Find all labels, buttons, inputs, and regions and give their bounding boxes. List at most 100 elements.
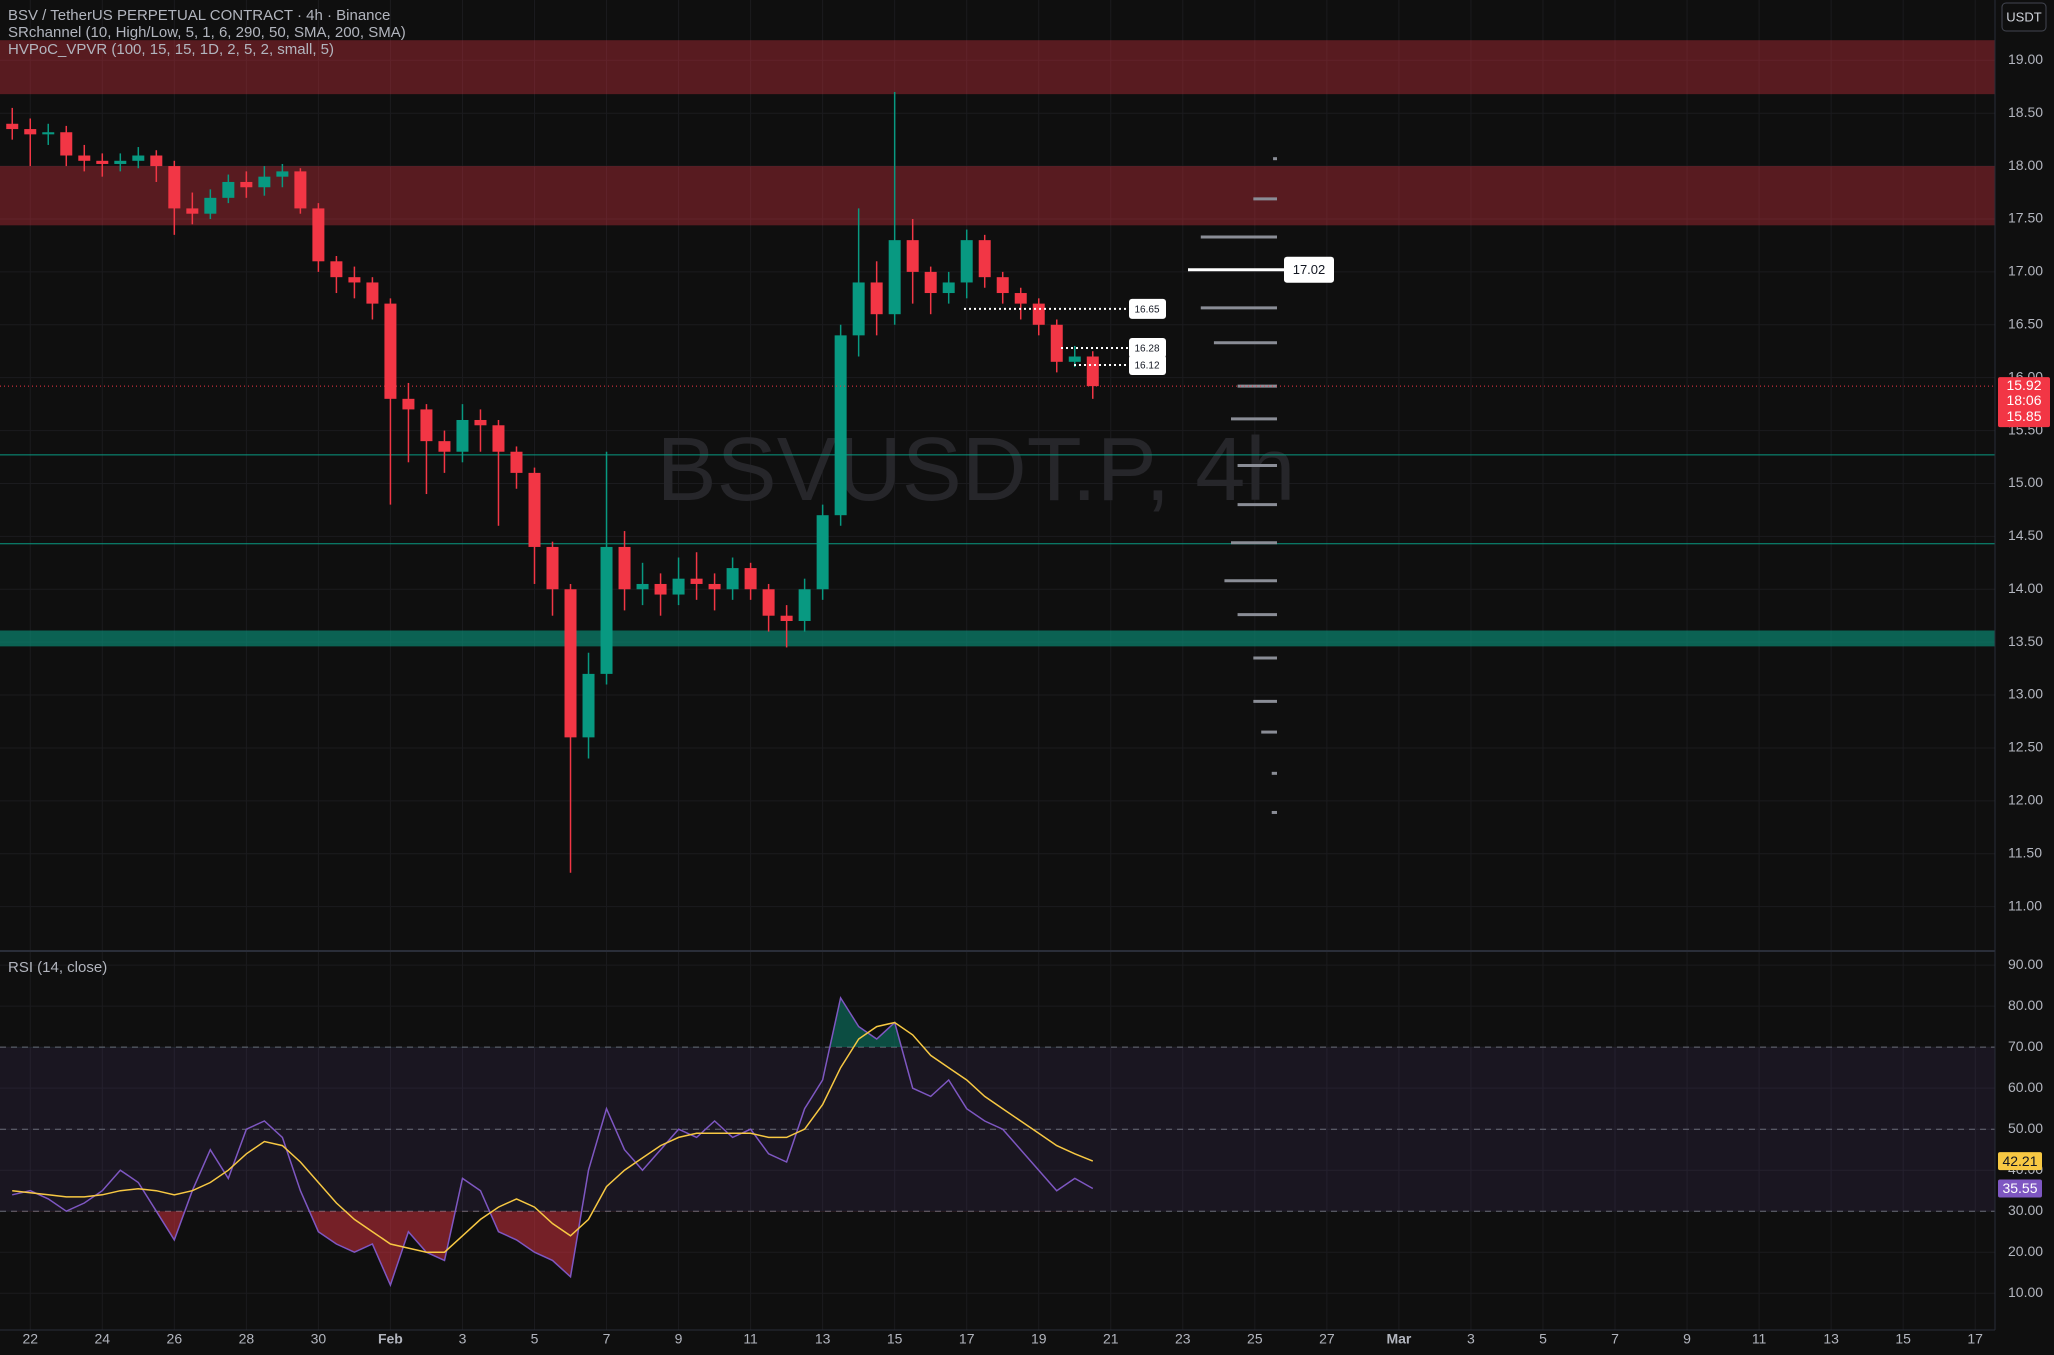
candle-body	[258, 176, 271, 188]
candle-body	[348, 277, 361, 283]
candle-body	[726, 568, 739, 590]
candle-body	[762, 589, 775, 616]
candle-body	[1068, 356, 1081, 362]
candle-body	[816, 515, 829, 590]
candle-body	[654, 583, 667, 595]
candle-body	[132, 155, 145, 161]
candle-body	[474, 419, 487, 426]
last-price-label: 15.92	[2006, 377, 2041, 393]
currency-button-label[interactable]: USDT	[2006, 9, 2041, 24]
y-tick-label: 30.00	[2008, 1202, 2043, 1218]
rsi-value-tag	[1998, 1179, 2042, 1198]
axes: 22 24 26 28 30 Feb 3 5 7 9 11 13 15 17 19 21 23 25 27 Mar 3 5…	[22, 51, 2050, 1347]
y-tick-label: 70.00	[2008, 1038, 2043, 1054]
candle-body	[1032, 303, 1045, 325]
sr-level-label: 16.65	[1134, 305, 1159, 316]
y-tick-label: 20.00	[2008, 1243, 2043, 1259]
x-tick-label: 11	[1752, 1331, 1767, 1347]
y-tick-label: 14.00	[2008, 580, 2043, 596]
y-tick-label: 80.00	[2008, 997, 2043, 1013]
candle-body	[438, 441, 451, 452]
candle-body	[618, 546, 631, 590]
x-tick-label: 26	[167, 1331, 183, 1347]
x-tick-label: 27	[1319, 1331, 1335, 1347]
candle-body	[492, 425, 505, 452]
candle-body	[852, 282, 865, 336]
candle-body	[204, 197, 217, 214]
candle-body	[690, 578, 703, 584]
x-tick-label: 28	[239, 1331, 255, 1347]
main-pane: 17.02 16.65 16.28 16.12	[0, 40, 1995, 873]
y-tick-label: 60.00	[2008, 1079, 2043, 1095]
candle-body	[1050, 324, 1063, 362]
sr-level-box	[1129, 298, 1166, 319]
oversold-fill	[12, 1211, 1093, 1286]
rsi-title: RSI (14, close)	[8, 959, 107, 976]
x-tick-label: 23	[1175, 1331, 1191, 1347]
candle-body	[78, 155, 91, 161]
sr-level-label: 16.28	[1134, 344, 1159, 355]
last-price-tag	[1998, 377, 2050, 428]
candle-body	[42, 132, 55, 135]
candle-body	[960, 240, 973, 283]
candle-body	[150, 155, 163, 167]
y-tick-label: 14.50	[2008, 527, 2043, 543]
x-tick-label: 5	[1539, 1331, 1547, 1347]
candle-body	[546, 546, 559, 590]
y-tick-label: 17.00	[2008, 263, 2043, 279]
candle-body	[510, 451, 523, 473]
candle-body	[6, 123, 19, 130]
sr-level-label: 16.12	[1134, 361, 1159, 372]
candle-body	[420, 409, 433, 442]
chart-title: BSV / TetherUS PERPETUAL CONTRACT · 4h ·…	[8, 7, 390, 24]
currency-button[interactable]	[2001, 2, 2047, 32]
candle-body	[276, 171, 289, 177]
x-tick-label: Mar	[1386, 1331, 1411, 1347]
candle-body	[708, 583, 721, 590]
y-tick-label: 50.00	[2008, 1120, 2043, 1136]
candle-body	[870, 282, 883, 315]
x-tick-label: Feb	[378, 1331, 403, 1347]
x-tick-label: 9	[675, 1331, 683, 1347]
candle-body	[402, 398, 415, 410]
y-tick-label: 16.50	[2008, 315, 2043, 331]
candle-body	[312, 208, 325, 262]
y-tick-label: 11.00	[2008, 897, 2042, 913]
x-tick-label: 7	[603, 1331, 611, 1347]
y-tick-label: 90.00	[2008, 956, 2043, 972]
candle-body	[636, 583, 649, 590]
y-tick-label: 18.00	[2008, 157, 2043, 173]
candle-body	[1086, 356, 1099, 387]
candle-body	[978, 240, 991, 278]
y-tick-label: 13.00	[2008, 686, 2043, 702]
poc-label: 17.02	[1293, 262, 1326, 277]
x-tick-label: 15	[1895, 1331, 1911, 1347]
candle-body	[924, 271, 937, 294]
x-tick-label: 3	[1467, 1331, 1475, 1347]
x-tick-label: 15	[887, 1331, 903, 1347]
poc-label-box	[1284, 256, 1334, 283]
candle-body	[240, 181, 253, 188]
candle-body	[582, 673, 595, 738]
x-tick-label: 19	[1031, 1331, 1047, 1347]
x-tick-label: 7	[1611, 1331, 1619, 1347]
x-tick-label: 30	[311, 1331, 327, 1347]
candle-body	[834, 335, 847, 516]
rsi-value-tag	[1998, 1152, 2042, 1171]
rsi-value-label: 35.55	[2002, 1180, 2037, 1196]
y-tick-label: 12.00	[2008, 792, 2043, 808]
x-tick-label: 3	[459, 1331, 467, 1347]
x-tick-label: 13	[1823, 1331, 1839, 1347]
candle-body	[24, 129, 37, 135]
y-tick-label: 17.50	[2008, 210, 2043, 226]
x-tick-label: 25	[1247, 1331, 1263, 1347]
y-tick-label: 11.50	[2008, 844, 2042, 860]
y-tick-label: 10.00	[2008, 1284, 2043, 1300]
candle-body	[564, 589, 577, 738]
candle-body	[294, 171, 307, 209]
candle-body	[996, 277, 1009, 294]
candle-body	[366, 282, 379, 304]
sr-zone	[0, 630, 1995, 647]
